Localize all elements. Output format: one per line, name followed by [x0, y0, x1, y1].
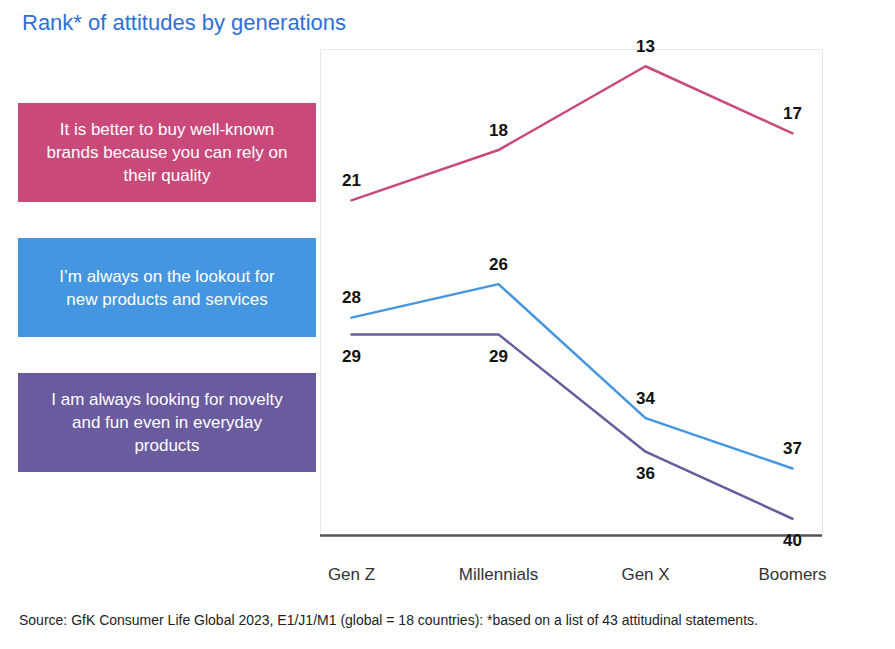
svg-text:36: 36 [636, 464, 655, 483]
html-text:I am always looking for novelt: I am always looking for novelty and fun … [51, 390, 283, 455]
svg-text:21: 21 [342, 171, 361, 190]
html-text:Rank* of attitudes by generati: Rank* of attitudes by generations [22, 10, 347, 35]
html-text:It is better to buy well-known: It is better to buy well-known brands be… [46, 120, 288, 185]
svg-text:Boomers: Boomers [758, 565, 826, 584]
svg-text:18: 18 [489, 120, 508, 139]
svg-text:29: 29 [489, 347, 508, 366]
svg-text:Gen X: Gen X [621, 565, 669, 584]
svg-text:Gen Z: Gen Z [328, 565, 375, 584]
svg-text:37: 37 [783, 439, 802, 458]
svg-text:17: 17 [783, 104, 802, 123]
html-text:Source: GfK Consumer Life Glob: Source: GfK Consumer Life Global 2023, E… [19, 612, 758, 628]
html-text:I’m always on the lookout for: I’m always on the lookout for new produc… [59, 266, 275, 309]
svg-text:40: 40 [783, 531, 802, 550]
svg-text:34: 34 [636, 389, 655, 408]
svg-text:28: 28 [342, 288, 361, 307]
svg-text:29: 29 [342, 347, 361, 366]
svg-text:13: 13 [636, 37, 655, 56]
svg-text:Millennials: Millennials [459, 565, 538, 584]
svg-text:26: 26 [489, 255, 508, 274]
